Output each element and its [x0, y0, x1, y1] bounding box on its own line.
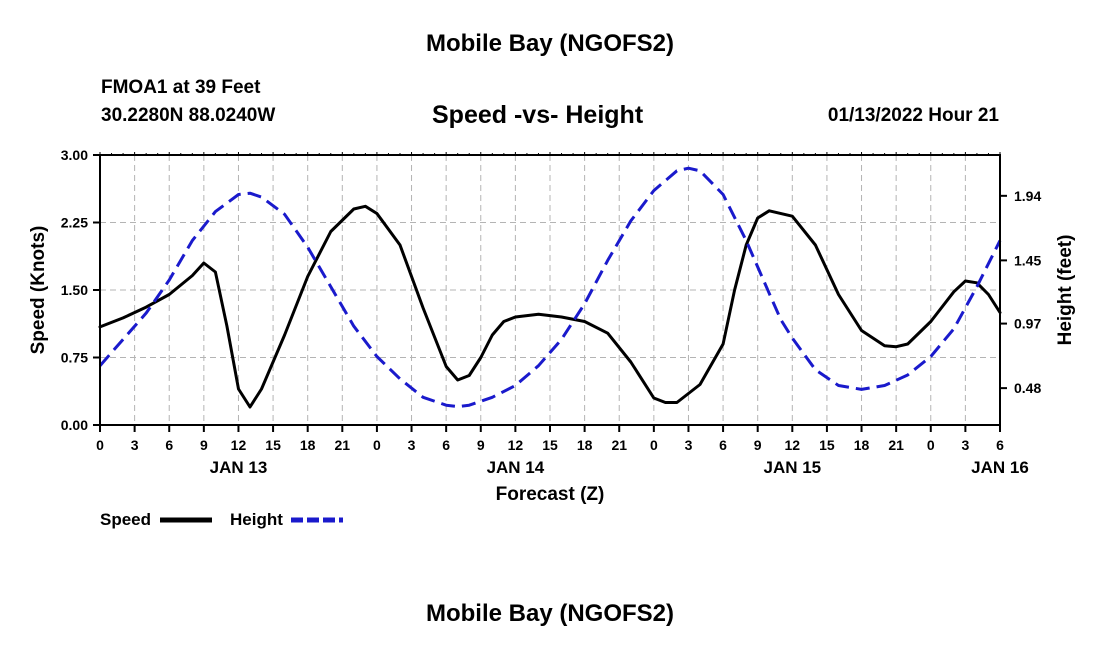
x-day-label: JAN 15 — [763, 458, 821, 477]
x-tick-label: 3 — [685, 437, 693, 453]
forecast-datetime: 01/13/2022 Hour 21 — [827, 105, 999, 126]
y-tick-label: 3.00 — [61, 147, 88, 163]
x-tick-label: 12 — [785, 437, 801, 453]
x-tick-label: 18 — [577, 437, 593, 453]
chart-subtitle: Speed -vs- Height — [432, 101, 644, 129]
y2-tick-label: 1.94 — [1014, 188, 1041, 204]
x-tick-label: 0 — [373, 437, 381, 453]
x-tick-label: 18 — [854, 437, 870, 453]
x-tick-label: 21 — [888, 437, 904, 453]
station-label: FMOA1 at 39 Feet — [101, 77, 261, 98]
y-tick-label: 0.00 — [61, 417, 88, 433]
x-tick-label: 0 — [927, 437, 935, 453]
speed-series-line — [98, 204, 1002, 409]
x-tick-label: 6 — [442, 437, 450, 453]
station-coordinates: 30.2280N 88.0240W — [101, 105, 276, 126]
x-tick-label: 9 — [200, 437, 208, 453]
x-day-label: JAN 14 — [487, 458, 545, 477]
y-tick-label: 0.75 — [61, 350, 88, 366]
x-tick-label: 6 — [719, 437, 727, 453]
x-tick-label: 3 — [131, 437, 139, 453]
x-tick-label: 6 — [996, 437, 1004, 453]
x-tick-label: 9 — [754, 437, 762, 453]
x-tick-label: 12 — [231, 437, 247, 453]
legend-label-speed: Speed — [100, 510, 151, 529]
chart-title: Mobile Bay (NGOFS2) — [425, 30, 675, 57]
x-axis-label: Forecast (Z) — [496, 484, 605, 505]
y2-tick-label: 0.97 — [1014, 316, 1041, 332]
height-series-line — [98, 166, 1002, 409]
x-day-label: JAN 13 — [210, 458, 268, 477]
x-tick-label: 12 — [508, 437, 524, 453]
legend: Speed Height — [100, 510, 343, 529]
y-axis-label: Speed (Knots) — [28, 226, 49, 355]
x-tick-label: 15 — [265, 437, 281, 453]
x-tick-label: 15 — [819, 437, 835, 453]
x-tick-label: 21 — [611, 437, 627, 453]
y2-axis-label: Height (feet) — [1055, 235, 1076, 346]
x-day-label: JAN 16 — [971, 458, 1029, 477]
x-tick-label: 6 — [165, 437, 173, 453]
x-tick-label: 15 — [542, 437, 558, 453]
y-tick-label: 1.50 — [61, 282, 88, 298]
x-tick-label: 0 — [650, 437, 658, 453]
x-tick-label: 3 — [961, 437, 969, 453]
x-tick-label: 18 — [300, 437, 316, 453]
x-tick-label: 3 — [408, 437, 416, 453]
legend-label-height: Height — [230, 510, 283, 529]
y2-tick-label: 1.45 — [1014, 252, 1041, 268]
footer-chart-title: Mobile Bay (NGOFS2) — [425, 600, 675, 627]
x-tick-label: 21 — [335, 437, 351, 453]
series-lines — [98, 166, 1002, 409]
grid-lines — [100, 155, 1000, 425]
axes: 0 3 6 9 12 15 18 21 0 3 6 9 12 15 18 21 0 3 6 9 12 15 18 21 0 3 6 J… — [61, 147, 1042, 477]
y-tick-label: 2.25 — [61, 215, 88, 231]
x-tick-label: 0 — [96, 437, 104, 453]
x-tick-label: 9 — [477, 437, 485, 453]
y2-tick-label: 0.48 — [1014, 380, 1041, 396]
